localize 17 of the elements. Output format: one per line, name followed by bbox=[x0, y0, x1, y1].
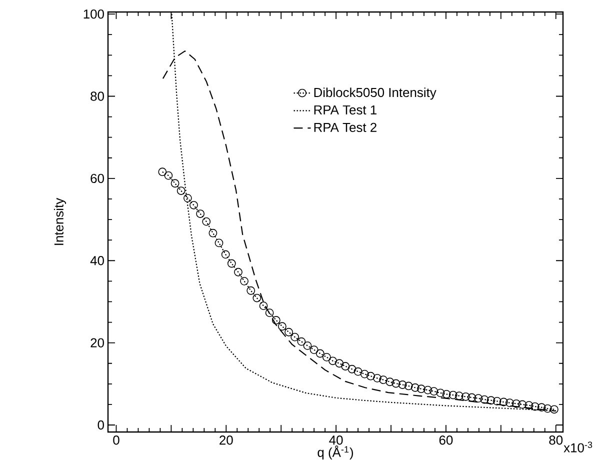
y-tick-label: 60 bbox=[90, 174, 104, 184]
y-tick-label: 80 bbox=[90, 92, 104, 101]
x-tick-label: 80 bbox=[549, 436, 563, 445]
y-tick-label: 40 bbox=[90, 256, 104, 266]
legend-label: RPA Test 1 bbox=[314, 105, 376, 114]
y-tick-label: 20 bbox=[90, 338, 104, 348]
x-tick-label: 0 bbox=[113, 436, 120, 445]
x-tick-label: 40 bbox=[329, 436, 343, 445]
y-tick-label: 0 bbox=[98, 420, 104, 430]
x-tick-label: 60 bbox=[439, 436, 453, 445]
legend-label: RPA Test 2 bbox=[314, 122, 376, 132]
text: x10$^{-3}$ bbox=[564, 442, 592, 452]
y-axis-title: Intensity bbox=[54, 198, 66, 245]
y-tick-label: 100 bbox=[84, 9, 104, 19]
legend-label: Diblock5050 Intensity bbox=[314, 88, 436, 100]
x-tick-label: 20 bbox=[220, 436, 233, 445]
x-axis-title: q (Å$^{-1}$) bbox=[318, 446, 354, 460]
